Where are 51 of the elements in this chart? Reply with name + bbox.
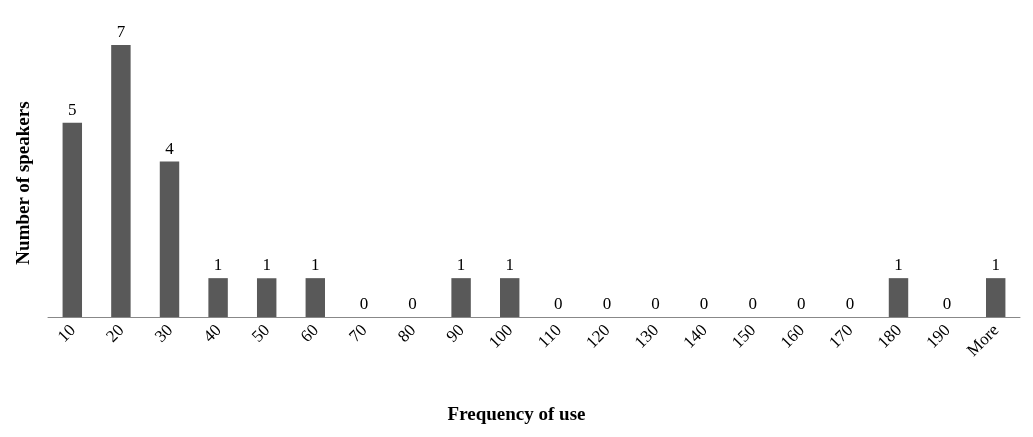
data-label: 1	[262, 255, 271, 275]
x-tick-label: 180	[873, 320, 906, 352]
x-tick-label: 60	[296, 320, 323, 346]
bar	[451, 278, 471, 317]
x-tick-label: 110	[534, 320, 566, 352]
bar	[985, 278, 1006, 317]
data-label: 0	[942, 294, 952, 313]
x-tick-label: 170	[825, 320, 857, 352]
bar	[111, 45, 131, 317]
x-tick-label: 130	[630, 320, 663, 352]
data-label: 0	[748, 294, 757, 313]
data-label: 0	[408, 294, 417, 313]
x-tick-label: 20	[102, 320, 128, 346]
x-tick-label: 190	[922, 320, 954, 352]
data-label: 1	[311, 255, 320, 275]
data-label: 1	[213, 255, 223, 275]
data-label: 4	[165, 138, 175, 158]
x-tick-label: 10	[53, 320, 80, 346]
x-tick-label: 80	[393, 320, 420, 346]
data-label: 7	[116, 22, 126, 41]
data-label: 1	[991, 255, 1000, 275]
data-label: 1	[505, 255, 514, 275]
data-label: 0	[797, 294, 806, 313]
x-axis-title: Frequency of use	[447, 403, 586, 424]
x-tick-label: 30	[150, 320, 177, 346]
data-label: 0	[699, 294, 709, 313]
x-tick-label: 40	[199, 320, 225, 346]
x-tick-label: 90	[442, 320, 468, 346]
bar	[499, 278, 520, 317]
data-label: 1	[456, 255, 466, 275]
data-label: 1	[894, 255, 903, 275]
x-tick-label: 140	[679, 320, 711, 352]
bar	[305, 278, 326, 317]
data-label: 0	[359, 294, 369, 313]
bar	[159, 161, 180, 317]
bar	[208, 278, 228, 317]
data-label: 5	[68, 99, 77, 119]
x-tick-label: 150	[727, 320, 760, 352]
bar	[888, 278, 909, 317]
y-axis-title: Number of speakers	[12, 101, 33, 265]
data-label: 0	[845, 294, 855, 313]
bar	[62, 122, 83, 317]
x-tick-label: 120	[582, 320, 614, 352]
x-tick-label: 160	[776, 320, 809, 352]
bar	[256, 278, 277, 317]
data-label: 0	[554, 294, 563, 313]
x-tick-label: 50	[247, 320, 274, 346]
data-label: 0	[651, 294, 660, 313]
x-tick-label: 100	[484, 320, 517, 352]
x-tick-label: 70	[345, 320, 371, 346]
data-label: 0	[602, 294, 612, 313]
